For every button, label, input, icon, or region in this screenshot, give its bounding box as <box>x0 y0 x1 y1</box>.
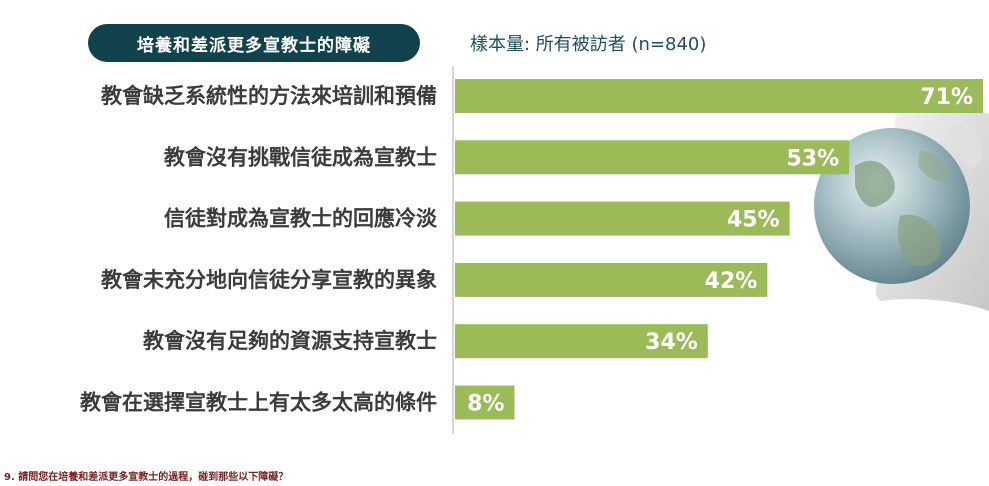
bar <box>455 324 708 359</box>
category-label: 教會沒有挑戰信徒成為宣教士 <box>164 145 437 169</box>
value-label: 71% <box>920 85 973 110</box>
chart-title: 培養和差派更多宣教士的障礙 <box>137 35 371 56</box>
category-label: 教會在選擇宣教士上有太多太高的條件 <box>80 391 437 415</box>
bar <box>455 385 515 420</box>
sample-size-note: 樣本量: 所有被訪者 (n=840) <box>470 34 707 55</box>
bar <box>455 140 850 175</box>
chart-title-pill: 培養和差派更多宣教士的障礙 <box>88 24 420 62</box>
value-label: 34% <box>645 330 698 355</box>
category-label: 教會缺乏系統性的方法來培訓和預備 <box>101 84 437 108</box>
bar <box>455 201 790 236</box>
category-label: 教會未充分地向信徒分享宣教的異象 <box>101 268 437 292</box>
value-label: 8% <box>467 392 504 417</box>
value-label: 42% <box>705 269 758 294</box>
value-label: 53% <box>786 146 839 171</box>
globe-in-hand-illustration <box>800 96 989 316</box>
category-label: 教會沒有足夠的資源支持宣教士 <box>143 329 437 353</box>
category-label: 信徒對成為宣教士的回應冷淡 <box>164 207 438 231</box>
value-label: 45% <box>727 208 780 233</box>
survey-question-footnote: 9. 請問您在培養和差派更多宣教士的過程，碰到那些以下障礙？ <box>4 472 289 483</box>
bar <box>455 262 768 297</box>
bar <box>455 79 983 113</box>
